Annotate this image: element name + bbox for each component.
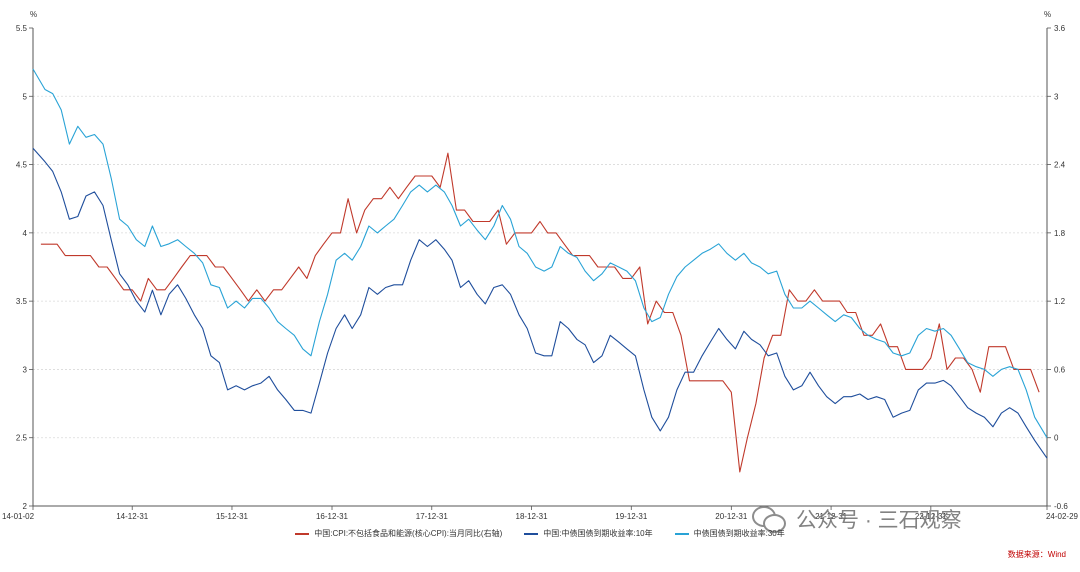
x-tick-label: 14-01-02 [2,512,35,521]
wechat-icon [752,504,786,534]
y-left-tick-label: 4.5 [16,161,28,170]
legend-label-30y: 中债国债到期收益率:30年 [693,529,785,538]
watermark-text: 公众号 · 三石观察 [796,509,962,532]
x-tick-label: 18-12-31 [516,512,549,521]
series-line-1 [32,147,1048,459]
y-left-tick-label: 5.5 [16,24,28,33]
watermark: 公众号 · 三石观察 [752,504,962,534]
y-right-tick-label: 3.6 [1054,24,1066,33]
y-right-tick-label: 0 [1054,434,1059,443]
legend-swatch-30y [674,532,689,535]
y-left-unit: % [30,10,37,19]
y-right-tick-label: 3 [1054,92,1059,101]
y-left-tick-label: 3 [23,365,28,374]
legend-item-10y: 中国:中债国债到期收益率:10年 [524,528,653,539]
legend-label-10y: 中国:中债国债到期收益率:10年 [543,529,653,538]
x-tick-label: 19-12-31 [615,512,648,521]
legend-item-core-cpi: 中国:CPI:不包括食品和能源(核心CPI):当月同比(右轴) [295,528,502,539]
y-right-tick-label: 2.4 [1054,161,1066,170]
y-right-tick-label: -0.6 [1054,502,1068,511]
series-line-0 [40,152,1040,473]
y-left-tick-label: 2.5 [16,434,28,443]
x-tick-label: 21-12-31 [815,512,848,521]
legend-item-30y: 中债国债到期收益率:30年 [674,528,785,539]
y-left-tick-label: 4 [23,229,28,238]
y-right-tick-label: 1.2 [1054,297,1066,306]
data-source: 数据来源：Wind [1007,550,1066,559]
legend-label-core-cpi: 中国:CPI:不包括食品和能源(核心CPI):当月同比(右轴) [314,529,503,538]
y-left-tick-label: 5 [23,92,28,101]
x-tick-label: 14-12-31 [116,512,149,521]
legend-swatch-10y [524,532,539,535]
x-tick-label: 15-12-31 [216,512,249,521]
y-right-tick-label: 1.8 [1054,229,1066,238]
x-tick-label: 17-12-31 [416,512,449,521]
y-right-tick-label: 0.6 [1054,365,1066,374]
legend: 中国:CPI:不包括食品和能源(核心CPI):当月同比(右轴) 中国:中债国债到… [0,528,1080,539]
x-tick-label: 22-12-31 [915,512,948,521]
x-tick-label: 24-02-29 [1046,512,1079,521]
x-tick-label: 20-12-31 [715,512,748,521]
y-right-unit: % [1044,10,1051,19]
y-left-tick-label: 2 [23,502,28,511]
x-tick-label: 16-12-31 [316,512,349,521]
legend-swatch-core-cpi [295,532,310,535]
y-left-tick-label: 3.5 [16,297,28,306]
series-line-2 [32,68,1048,438]
